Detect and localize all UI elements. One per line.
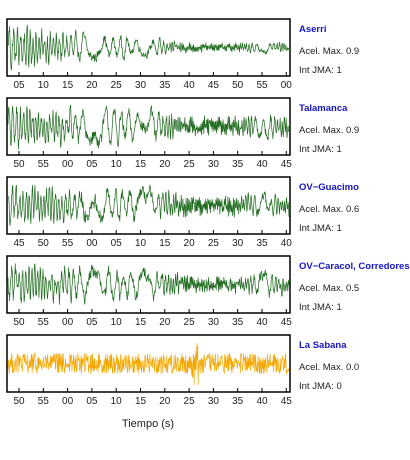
int-jma-label: Int JMA: 1 [299,223,342,234]
tick-label: 50 [38,238,50,249]
panel-0: 05 10 15 20 25 30 35 40 45 50 55 00 Aserri Acel. Max.… [6,18,359,91]
tick-label: 45 [13,238,25,249]
tick-label: 15 [159,238,171,249]
tick-label: 55 [38,396,50,407]
tick-label: 20 [86,80,98,91]
tick-label: 35 [232,396,244,407]
tick-label: 40 [256,159,268,170]
station-name: OV−Caracol, Corredores [299,261,410,272]
panel-1: 50 55 00 05 10 15 20 25 30 35 40 45 Talamanca Acel. M… [6,97,359,170]
tick-label: 35 [256,238,268,249]
trace-line-4 [7,343,290,386]
tick-label: 50 [13,396,25,407]
tick-label: 30 [208,317,220,328]
tick-label: 40 [256,396,268,407]
tick-label: 50 [13,159,25,170]
panel-2: 45 50 55 00 05 10 15 20 25 30 35 40 OV−Guacimo Acel. … [6,176,359,249]
tick-label: 30 [135,80,147,91]
tick-label: 50 [232,80,244,91]
panel-3: 50 55 00 05 10 15 20 25 30 35 40 45 OV−Caracol, Corr… [6,255,410,328]
tick-label: 05 [111,238,123,249]
acel-max-label: Acel. Max. 0.9 [299,125,359,136]
tick-label: 20 [159,396,171,407]
tick-label: 45 [281,396,293,407]
acel-max-label: Acel. Max. 0.9 [299,46,359,57]
panel-4: 50 55 00 05 10 15 20 25 30 35 40 45 La Sabana Acel. M… [6,334,359,407]
tick-label: 25 [208,238,220,249]
int-jma-label: Int JMA: 1 [299,65,342,76]
tick-label: 20 [159,159,171,170]
station-name: OV−Guacimo [299,182,359,193]
tick-label: 45 [281,159,293,170]
tick-label: 15 [135,317,147,328]
tick-label: 30 [208,159,220,170]
x-axis-label: Tiempo (s) [122,418,174,430]
tick-label: 20 [184,238,196,249]
trace-line-0 [7,24,290,71]
tick-label: 05 [86,159,98,170]
tick-label: 15 [62,80,74,91]
tick-label: 45 [281,317,293,328]
tick-label: 10 [38,80,50,91]
trace-line-2 [7,184,290,226]
int-jma-label: Int JMA: 1 [299,144,342,155]
tick-label: 55 [256,80,268,91]
tick-label: 05 [86,317,98,328]
tick-label: 55 [38,317,50,328]
tick-label: 00 [281,80,293,91]
tick-label: 35 [232,159,244,170]
tick-label: 25 [184,159,196,170]
tick-label: 10 [111,317,123,328]
panel-frame-0 [6,18,291,77]
trace-line-3 [7,263,290,305]
tick-label: 05 [86,396,98,407]
tick-label: 30 [208,396,220,407]
tick-label: 35 [159,80,171,91]
tick-label: 00 [62,396,74,407]
acel-max-label: Acel. Max. 0.5 [299,283,359,294]
tick-label: 55 [62,238,74,249]
tick-label: 25 [184,317,196,328]
tick-label: 55 [38,159,50,170]
tick-label: 20 [159,317,171,328]
int-jma-label: Int JMA: 0 [299,381,342,392]
tick-label: 45 [208,80,220,91]
tick-label: 40 [281,238,293,249]
tick-label: 10 [111,396,123,407]
station-name: La Sabana [299,340,347,351]
panel-frame-2 [6,176,291,235]
tick-label: 15 [135,159,147,170]
tick-label: 25 [111,80,123,91]
panel-frame-3 [6,255,291,314]
tick-label: 10 [135,238,147,249]
tick-label: 50 [13,317,25,328]
tick-label: 40 [256,317,268,328]
tick-label: 25 [184,396,196,407]
station-name: Aserri [299,24,326,35]
tick-label: 00 [62,317,74,328]
acel-max-label: Acel. Max. 0.6 [299,204,359,215]
tick-label: 30 [232,238,244,249]
tick-label: 05 [13,80,25,91]
tick-label: 10 [111,159,123,170]
tick-label: 35 [232,317,244,328]
tick-label: 40 [184,80,196,91]
tick-label: 15 [135,396,147,407]
trace-line-1 [7,104,290,150]
station-name: Talamanca [299,103,348,114]
int-jma-label: Int JMA: 1 [299,302,342,313]
tick-label: 00 [62,159,74,170]
acel-max-label: Acel. Max. 0.0 [299,362,359,373]
tick-label: 00 [86,238,98,249]
panel-frame-4 [6,334,291,393]
panel-frame-1 [6,97,291,156]
